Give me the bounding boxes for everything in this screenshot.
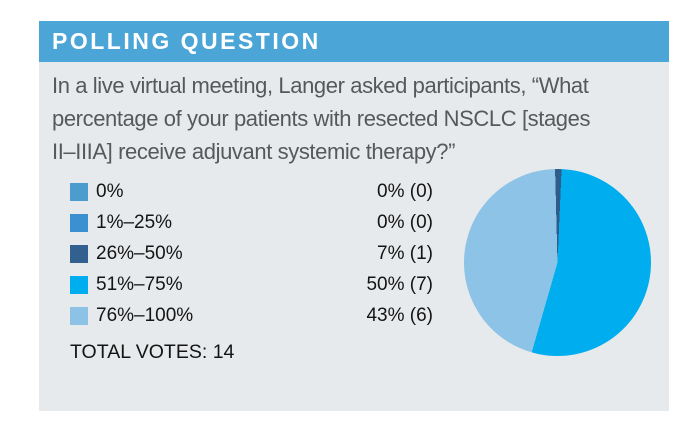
legend-row-1: 1%–25% 0% (0) [70,212,433,233]
legend-swatch-icon [70,183,88,201]
total-votes-label: TOTAL VOTES: [70,341,208,363]
question-line-1: In a live virtual meeting, Langer asked … [52,73,589,98]
legend-label: 0% [96,181,124,202]
poll-legend: 0% 0% (0) 1%–25% 0% (0) 26%–50% 7% (1) 5… [70,181,433,338]
legend-row-3: 51%–75% 50% (7) [70,274,433,295]
legend-row-2: 26%–50% 7% (1) [70,243,433,264]
panel-title: POLLING QUESTION [52,28,321,54]
question-line-3: II–IIIA] receive adjuvant systemic thera… [52,139,456,164]
legend-row-0: 0% 0% (0) [70,181,433,202]
legend-swatch-icon [70,214,88,232]
polling-panel: POLLING QUESTION In a live virtual meeti… [39,21,669,411]
poll-question: In a live virtual meeting, Langer asked … [52,69,662,168]
pie-chart [464,169,651,356]
legend-swatch-icon [70,307,88,325]
legend-value: 0% (0) [377,181,433,202]
total-votes: TOTAL VOTES: 14 [70,341,234,364]
legend-value: 7% (1) [377,243,433,264]
legend-label: 51%–75% [96,274,183,295]
panel-header: POLLING QUESTION [39,21,669,62]
total-votes-value: 14 [212,341,235,363]
legend-swatch-icon [70,276,88,294]
legend-label: 26%–50% [96,243,183,264]
legend-row-4: 76%–100% 43% (6) [70,305,433,326]
question-line-2: percentage of your patients with resecte… [52,106,591,131]
legend-label: 1%–25% [96,212,173,233]
legend-swatch-icon [70,245,88,263]
legend-value: 0% (0) [377,212,433,233]
legend-label: 76%–100% [96,305,194,326]
legend-value: 50% (7) [366,274,433,295]
panel-body: In a live virtual meeting, Langer asked … [39,62,669,411]
legend-value: 43% (6) [366,305,433,326]
